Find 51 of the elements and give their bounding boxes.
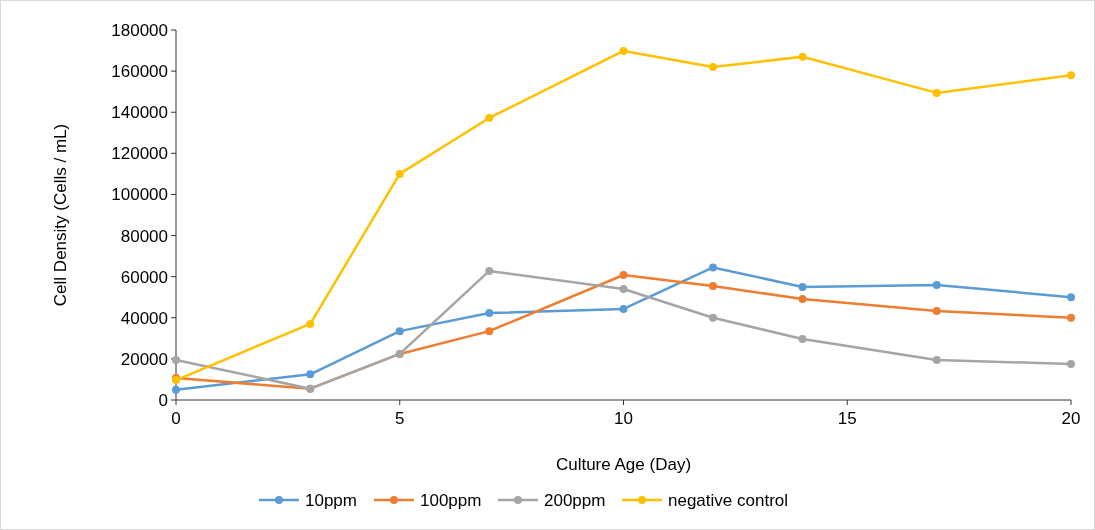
point: [485, 114, 494, 122]
y-tick-label: 180000: [111, 20, 168, 40]
y-tick-label: 20000: [120, 349, 168, 369]
point: [306, 319, 315, 328]
point: [709, 313, 717, 322]
point: [619, 271, 628, 279]
point: [485, 266, 494, 275]
y-tick-label: 160000: [111, 62, 168, 82]
point: [709, 263, 717, 272]
point: [798, 295, 807, 304]
point: [932, 307, 941, 315]
point: [932, 355, 941, 364]
x-tick-label: 5: [395, 409, 405, 428]
point: [709, 63, 717, 71]
point: [172, 355, 180, 364]
x-axis-title: Culture Age (Day): [555, 455, 692, 474]
point: [485, 309, 494, 318]
point: [798, 282, 807, 291]
point: [798, 52, 807, 61]
y-tick-label: 80000: [120, 226, 168, 246]
legend-label: 100ppm: [420, 490, 482, 510]
point: [932, 280, 941, 289]
point: [1067, 360, 1075, 369]
point: [619, 46, 628, 55]
point: [172, 385, 180, 394]
y-tick-label: 100000: [111, 185, 168, 205]
point: [306, 370, 315, 379]
point: [1067, 313, 1075, 322]
x-tick-label: 20: [1061, 409, 1081, 428]
point: [619, 304, 628, 313]
legend-label: negative control: [668, 490, 789, 510]
point: [1067, 293, 1075, 302]
legend-label: 200ppm: [544, 490, 606, 510]
point: [1067, 71, 1075, 80]
point: [619, 285, 628, 293]
y-tick-label: 140000: [111, 103, 168, 123]
x-tick-label: 10: [614, 409, 633, 428]
point: [798, 334, 807, 343]
x-tick-label: 0: [171, 409, 181, 428]
point: [709, 281, 717, 290]
point: [485, 327, 494, 336]
point: [395, 327, 404, 336]
y-tick-label: 0: [158, 390, 168, 410]
x-tick-label: 15: [837, 409, 857, 428]
y-axis-title: Cell Density (Cells / mL): [51, 123, 70, 307]
point: [932, 88, 941, 97]
legend-label: 10ppm: [305, 490, 357, 510]
y-tick-label: 120000: [111, 144, 168, 164]
y-tick-label: 40000: [120, 308, 168, 328]
y-tick-label: 60000: [120, 267, 168, 287]
point: [395, 169, 404, 178]
